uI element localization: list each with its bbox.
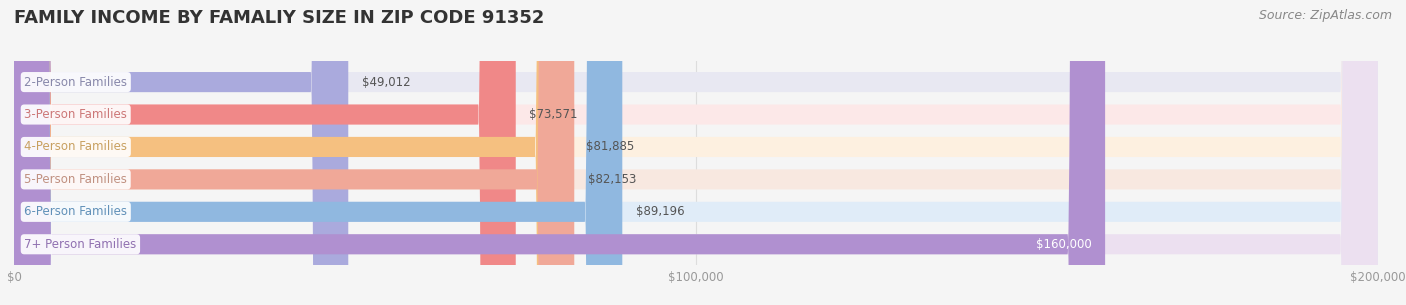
- Text: 2-Person Families: 2-Person Families: [24, 76, 128, 88]
- Text: FAMILY INCOME BY FAMALIY SIZE IN ZIP CODE 91352: FAMILY INCOME BY FAMALIY SIZE IN ZIP COD…: [14, 9, 544, 27]
- Text: $49,012: $49,012: [361, 76, 411, 88]
- Text: $89,196: $89,196: [636, 205, 685, 218]
- FancyBboxPatch shape: [14, 0, 623, 305]
- FancyBboxPatch shape: [14, 0, 516, 305]
- Text: $73,571: $73,571: [530, 108, 578, 121]
- Text: $160,000: $160,000: [1036, 238, 1091, 251]
- Text: 6-Person Families: 6-Person Families: [24, 205, 128, 218]
- FancyBboxPatch shape: [14, 0, 349, 305]
- FancyBboxPatch shape: [14, 0, 572, 305]
- Text: 4-Person Families: 4-Person Families: [24, 141, 128, 153]
- FancyBboxPatch shape: [14, 0, 1378, 305]
- FancyBboxPatch shape: [14, 0, 1105, 305]
- FancyBboxPatch shape: [14, 0, 574, 305]
- FancyBboxPatch shape: [14, 0, 1378, 305]
- Text: 5-Person Families: 5-Person Families: [24, 173, 127, 186]
- FancyBboxPatch shape: [14, 0, 1378, 305]
- Text: $81,885: $81,885: [586, 141, 634, 153]
- FancyBboxPatch shape: [14, 0, 1378, 305]
- Text: 3-Person Families: 3-Person Families: [24, 108, 127, 121]
- Text: Source: ZipAtlas.com: Source: ZipAtlas.com: [1258, 9, 1392, 22]
- FancyBboxPatch shape: [14, 0, 1378, 305]
- Text: 7+ Person Families: 7+ Person Families: [24, 238, 136, 251]
- FancyBboxPatch shape: [14, 0, 1378, 305]
- Text: $82,153: $82,153: [588, 173, 637, 186]
